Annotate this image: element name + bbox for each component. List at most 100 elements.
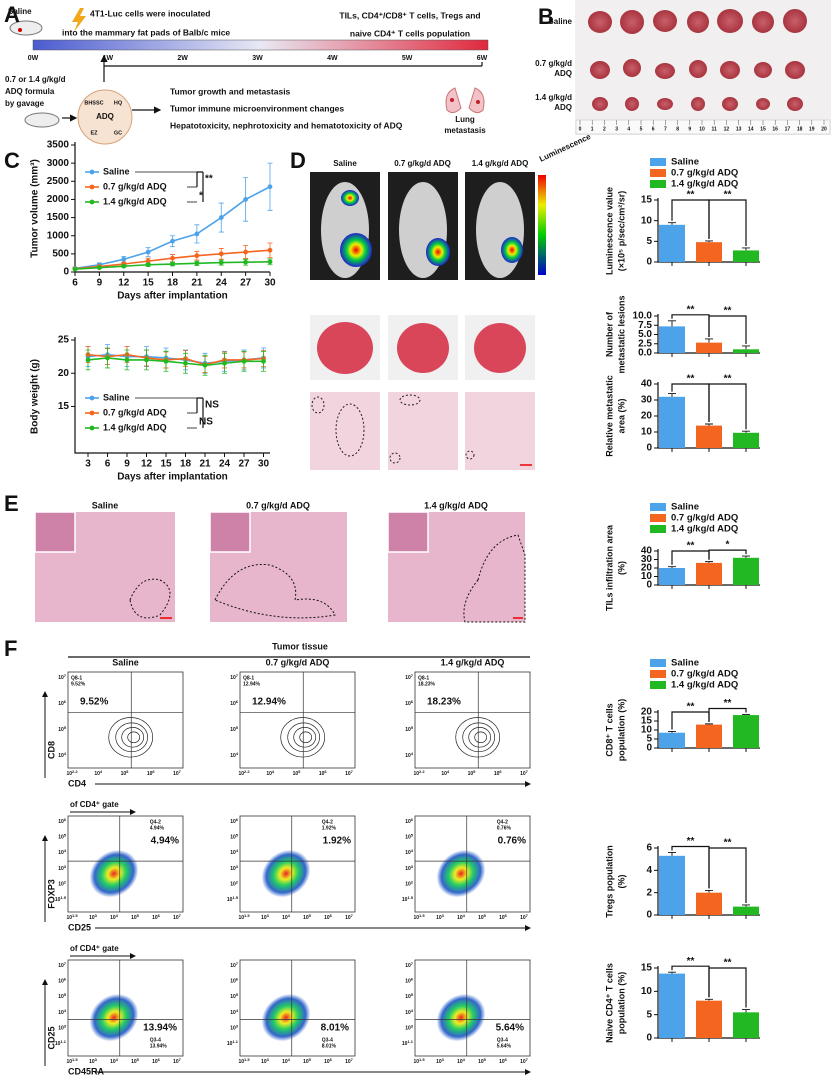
- density-cloud: [89, 849, 139, 898]
- y-tick-label: 106: [58, 817, 67, 825]
- x-tick-label: 104: [94, 769, 103, 777]
- y-tick-label: 15: [641, 716, 653, 727]
- sig-label: **: [724, 838, 732, 849]
- scale-title: Luminescence: [538, 132, 593, 164]
- sig-bracket: [196, 171, 204, 202]
- gate-percent: 12.94%: [243, 681, 261, 687]
- contour: [127, 731, 141, 744]
- panel-letter: C: [4, 148, 20, 173]
- y-tick-label: 0.0: [638, 348, 652, 359]
- tick-exponent: 4: [411, 1008, 414, 1013]
- tick-base: 10: [58, 1010, 64, 1016]
- gate-percent: 18.23%: [418, 681, 436, 687]
- legend-label: Saline: [671, 157, 699, 168]
- tick-exponent: 5: [309, 1057, 312, 1062]
- legend-label: Saline: [103, 392, 130, 402]
- ruler-label: 1: [591, 126, 594, 132]
- tick-exponent: 6: [158, 913, 161, 918]
- x-tick-label: 15: [143, 278, 155, 289]
- tick-exponent: 7: [526, 913, 529, 918]
- tick-exponent: 1.1: [232, 1039, 238, 1044]
- ruler-label: 12: [724, 126, 730, 132]
- y-tick-label: 1500: [47, 212, 70, 223]
- gate-name: Q3-4: [150, 1037, 161, 1043]
- contour: [121, 727, 145, 748]
- y-tick-label: 2.5: [638, 338, 652, 349]
- error-bar: [742, 430, 750, 433]
- percent: 9.52%: [80, 697, 108, 708]
- tick-base: 10: [58, 1026, 64, 1032]
- y-tick-label: 104: [405, 751, 414, 759]
- x-tick-label: 101.5: [413, 1057, 425, 1065]
- bar: [696, 892, 722, 915]
- tick-base: 10: [131, 915, 137, 921]
- error-bar: [668, 971, 676, 974]
- marker: [222, 360, 227, 366]
- tick-exponent: 6: [158, 1057, 161, 1062]
- marker: [194, 231, 200, 237]
- legend-label: 0.7 g/kg/d ADQ: [103, 407, 167, 417]
- tick-base: 10: [520, 915, 526, 921]
- tick-exponent: 1.5: [60, 895, 66, 900]
- error-bar: [705, 998, 713, 1001]
- tick-base: 10: [89, 1059, 95, 1065]
- y-axis-title: Relative metastatic: [604, 375, 614, 457]
- bar: [733, 432, 759, 448]
- tick-base: 10: [261, 1059, 267, 1065]
- ruler-label: 5: [640, 126, 643, 132]
- tick-exponent: 2: [236, 879, 239, 884]
- note: naive CD4⁺ T cells population: [350, 28, 470, 38]
- error-bar: [668, 852, 676, 856]
- tick-exponent: 3: [236, 1023, 239, 1028]
- axis-title: FOXP3: [46, 879, 56, 909]
- y-tick-label: 105: [230, 725, 239, 733]
- tick-exponent: 7: [179, 913, 182, 918]
- error-bar: [705, 723, 713, 725]
- legend-label: 0.7 g/kg/d ADQ: [671, 168, 738, 179]
- x-tick-label: 102.2: [413, 769, 425, 777]
- legend-swatch: [650, 180, 666, 188]
- y-axis-title: Number of: [604, 311, 614, 357]
- tick-exponent: 5: [309, 913, 312, 918]
- tumor-photo: [575, 0, 831, 135]
- y-tick-label: 103: [230, 1023, 239, 1031]
- tick-base: 10: [319, 771, 325, 777]
- tick-exponent: 7: [64, 961, 67, 966]
- tick-exponent: 4: [64, 1008, 67, 1013]
- sig-label: NS: [205, 400, 219, 411]
- legend-swatch: [650, 681, 666, 689]
- axis-title: CD25: [46, 1026, 56, 1049]
- ruler-label: 7: [664, 126, 667, 132]
- y-tick-label: 101.1: [55, 1039, 67, 1047]
- tick-base: 10: [230, 882, 236, 888]
- y-tick-label: 103: [58, 1023, 67, 1031]
- tick-exponent: 6: [411, 977, 414, 982]
- error-bar: [705, 423, 713, 426]
- tick-exponent: 5: [137, 913, 140, 918]
- marker: [218, 251, 224, 257]
- x-tick-label: 105: [121, 769, 130, 777]
- y-axis-title: (%): [616, 561, 626, 575]
- marker: [163, 358, 169, 364]
- y-tick-label: 10: [641, 571, 653, 582]
- x-tick-label: 103: [436, 913, 445, 921]
- tick-exponent: 1.5: [72, 1057, 78, 1062]
- gate-name: Q4-2: [497, 819, 508, 825]
- sig-label: NS: [199, 417, 213, 428]
- x-tick-label: 24: [216, 278, 228, 289]
- tick-exponent: 7: [236, 961, 239, 966]
- y-tick-label: 20: [58, 368, 70, 379]
- week-label: 2W: [177, 55, 188, 62]
- legend-swatch: [650, 169, 666, 177]
- y-tick-label: 0: [63, 267, 69, 278]
- tick-base: 10: [293, 771, 299, 777]
- tick-exponent: 4: [288, 913, 291, 918]
- gate-percent: 13.94%: [150, 1043, 168, 1049]
- tick-exponent: 2: [64, 879, 67, 884]
- sig-bracket: [708, 199, 747, 246]
- legend-marker: [89, 410, 95, 416]
- column-label: 0.7 g/kg/d ADQ: [266, 657, 330, 667]
- tick-base: 10: [266, 771, 272, 777]
- axis-title: CD45RA: [68, 1066, 105, 1076]
- tick-base: 10: [227, 1041, 233, 1047]
